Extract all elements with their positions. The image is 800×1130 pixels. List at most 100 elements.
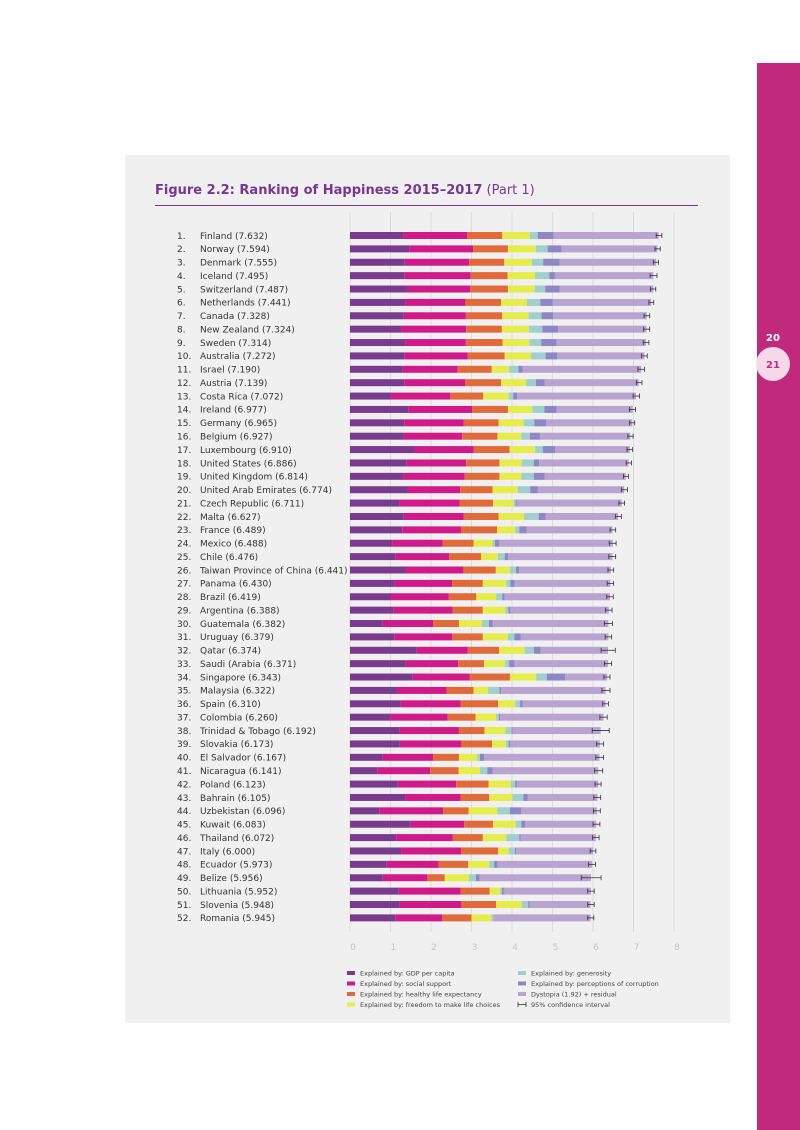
- confidence-interval: [580, 875, 602, 881]
- bar-segment-freedom: [504, 352, 532, 360]
- rank-number: 49.: [177, 874, 191, 884]
- bar-segment-generosity: [496, 593, 503, 601]
- bar-segment-generosity: [523, 419, 535, 427]
- confidence-interval: [603, 661, 613, 667]
- bar-segment-freedom: [492, 499, 514, 507]
- rank-number: 25.: [177, 553, 191, 563]
- bar-segment-generosity: [526, 379, 536, 387]
- confidence-interval: [627, 433, 634, 439]
- country-label: United Kingdom (6.814): [200, 473, 308, 483]
- bar-segment-health: [464, 472, 500, 480]
- bar-segment-generosity: [521, 432, 530, 440]
- bar-segment-social: [403, 472, 465, 480]
- bar-segment-health: [456, 780, 489, 788]
- bar-segment-social: [390, 392, 451, 400]
- rank-number: 5.: [177, 285, 186, 295]
- figure-title: Figure 2.2: Ranking of Happiness 2015–20…: [155, 183, 535, 198]
- country-label: Norway (7.594): [200, 245, 270, 255]
- bar-segment-freedom: [499, 472, 522, 480]
- x-tick-label: 7: [634, 943, 640, 953]
- bar-segment-generosity: [489, 860, 495, 868]
- bar-segment-generosity: [512, 793, 524, 801]
- bar-segment-health: [460, 526, 498, 534]
- rank-number: 22.: [177, 513, 191, 523]
- legend-swatch-corruption: [518, 981, 526, 986]
- bar-segment-health: [460, 700, 499, 708]
- bar-segment-corruption: [519, 834, 521, 842]
- bar-segment-gdp: [350, 459, 407, 467]
- bar-segment-gdp: [350, 860, 387, 868]
- bar-segment-dystopia: [559, 285, 654, 293]
- bar-segment-dystopia: [497, 860, 593, 868]
- bar-segment-freedom: [507, 405, 533, 413]
- bar-segment-dystopia: [516, 499, 622, 507]
- country-label: Brazil (6.419): [200, 593, 261, 603]
- rank-number: 24.: [177, 540, 191, 550]
- confidence-interval: [606, 580, 615, 586]
- bar-segment-freedom: [497, 432, 522, 440]
- bar-segment-social: [386, 860, 439, 868]
- legend-swatch-ci: [517, 1002, 527, 1007]
- bar-segment-corruption: [487, 767, 493, 775]
- country-label: Israel (7.190): [200, 366, 260, 376]
- rank-number: 30.: [177, 620, 191, 630]
- bar-segment-corruption: [502, 593, 505, 601]
- bar-segment-freedom: [491, 365, 510, 373]
- bar-segment-health: [438, 860, 469, 868]
- bar-segment-corruption: [508, 740, 511, 748]
- bar-segment-generosity: [529, 232, 538, 239]
- bar-segment-social: [382, 620, 434, 628]
- bar-segment-freedom: [509, 673, 537, 681]
- bar-segment-social: [382, 874, 428, 882]
- confidence-interval: [655, 233, 663, 238]
- bar-segment-freedom: [501, 379, 527, 387]
- bar-segment-dystopia: [516, 847, 593, 855]
- country-label: El Salvador (6.167): [200, 754, 286, 764]
- confidence-interval: [635, 380, 643, 386]
- bar-segment-generosity: [526, 298, 541, 306]
- bar-segment-social: [413, 446, 474, 454]
- bar-segment-gdp: [350, 606, 394, 614]
- confidence-interval: [654, 246, 661, 252]
- country-label: Australia (7.272): [200, 352, 275, 362]
- bar-segment-generosity: [491, 914, 494, 922]
- confidence-interval: [648, 299, 655, 305]
- x-tick-label: 1: [391, 943, 397, 953]
- country-label: Uzbekistan (6.096): [200, 807, 285, 817]
- confidence-interval: [614, 513, 622, 519]
- bar-segment-gdp: [350, 646, 417, 654]
- rank-number: 32.: [177, 647, 191, 657]
- bar-segment-dystopia: [493, 914, 591, 922]
- bar-segment-health: [470, 285, 508, 293]
- bar-segment-generosity: [517, 486, 531, 494]
- confidence-interval: [593, 794, 602, 800]
- bar-segment-corruption: [519, 526, 527, 534]
- rank-number: 33.: [177, 660, 191, 670]
- confidence-interval: [632, 393, 640, 399]
- country-label: Singapore (6.343): [200, 673, 281, 683]
- bar-segment-gdp: [350, 339, 406, 347]
- bar-segment-social: [401, 325, 467, 333]
- rank-number: 46.: [177, 834, 191, 844]
- bar-segment-health: [464, 820, 493, 828]
- bar-segment-dystopia: [559, 258, 657, 266]
- bar-segment-generosity: [505, 740, 509, 748]
- x-tick-label: 4: [512, 943, 518, 953]
- bar-segment-corruption: [521, 820, 526, 828]
- bar-segment-dystopia: [517, 392, 636, 400]
- bar-segment-health: [463, 566, 496, 574]
- bar-segment-dystopia: [479, 874, 591, 882]
- bar-segment-corruption: [528, 901, 530, 908]
- bar-segment-freedom: [483, 392, 509, 400]
- bar-segment-social: [397, 780, 457, 788]
- rank-number: 4.: [177, 272, 186, 282]
- bar-segment-freedom: [495, 566, 510, 574]
- bar-segment-dystopia: [504, 593, 611, 601]
- country-label: Germany (6.965): [200, 419, 277, 429]
- bar-segment-gdp: [350, 847, 402, 855]
- bar-segment-social: [406, 459, 467, 467]
- bar-segment-dystopia: [512, 727, 601, 735]
- bar-segment-gdp: [350, 432, 404, 440]
- country-label: Thailand (6.072): [199, 834, 274, 844]
- x-tick-label: 6: [593, 943, 599, 953]
